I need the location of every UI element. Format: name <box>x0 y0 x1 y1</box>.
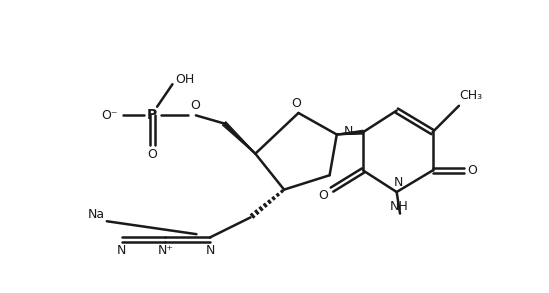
Text: N: N <box>116 244 126 257</box>
Text: O: O <box>147 148 157 161</box>
Text: O: O <box>291 97 301 110</box>
Text: P: P <box>147 108 158 122</box>
Text: N: N <box>344 125 354 138</box>
Text: NH: NH <box>390 200 408 213</box>
Text: O⁻: O⁻ <box>101 109 117 122</box>
Text: Na: Na <box>88 208 105 221</box>
Text: O: O <box>191 99 200 112</box>
Text: O: O <box>318 189 328 202</box>
Text: CH₃: CH₃ <box>460 89 483 102</box>
Text: OH: OH <box>175 73 194 86</box>
Text: O: O <box>467 164 477 177</box>
Text: N: N <box>206 244 215 257</box>
Text: N⁺: N⁺ <box>157 244 173 257</box>
Text: N: N <box>394 176 404 189</box>
